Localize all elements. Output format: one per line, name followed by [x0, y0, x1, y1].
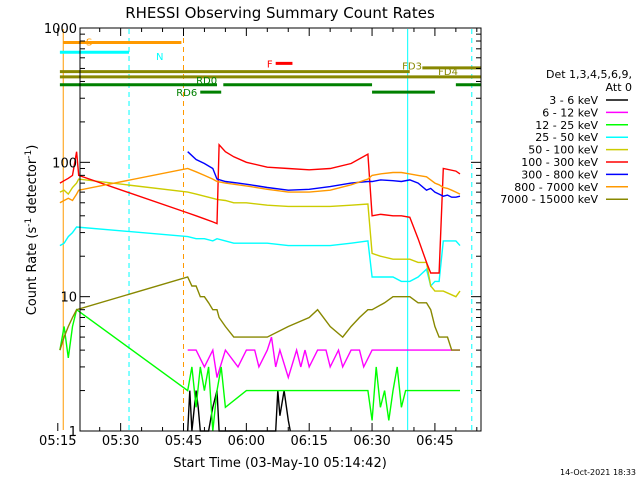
y-axis-label: Count Rate (s-1 detector-1): [24, 145, 40, 316]
series-line-3: [59, 308, 460, 432]
x-tick-label-3: 05:45: [165, 434, 202, 449]
legend-label-8: 800 - 7000 keV: [514, 181, 598, 194]
state-label-s: S: [86, 37, 92, 48]
footer-timestamp: 14-Oct-2021 18:33: [560, 468, 636, 477]
series-line-9: [59, 276, 460, 351]
x-tick-label-1: 05:15: [39, 434, 76, 449]
legend-label-1: 3 - 6 keV: [549, 94, 598, 107]
y-tick-label-2: 10: [60, 291, 77, 306]
y-tick-label-3: 100: [52, 156, 77, 171]
series-line-7: [187, 151, 461, 198]
x-axis-ticks: 05:15 05:30 05:45 06:00 06:15 06:30 06:45: [39, 28, 478, 449]
legend-label-7: 300 - 800 keV: [521, 168, 598, 181]
legend-label-4: 25 - 50 keV: [535, 131, 598, 144]
legend-label-3: 12 - 25 keV: [535, 119, 598, 132]
series-line-2: [187, 336, 460, 380]
legend-label-9: 7000 - 15000 keV: [500, 193, 598, 206]
y-axis-ticks: 1 10 100 1000: [44, 22, 481, 440]
y-tick-label-1: 1: [69, 425, 77, 440]
series-line-8: [59, 167, 461, 204]
y-axis-label-exp-2: -1: [24, 150, 34, 159]
legend-title-line-1: Det 1,3,4,5,6,9,: [546, 68, 632, 81]
legend-label-5: 50 - 100 keV: [528, 144, 598, 157]
state-label-f: F: [267, 59, 273, 70]
legend-label-2: 6 - 12 keV: [542, 106, 598, 119]
plot-frame: [79, 27, 482, 432]
state-label-n: N: [156, 52, 163, 63]
state-label-fd4: FD4: [438, 67, 458, 78]
x-tick-label-5: 06:15: [290, 434, 327, 449]
state-label-rd0: RD0: [196, 76, 217, 87]
state-label-fd3: FD3: [402, 62, 422, 73]
x-tick-label-4: 06:00: [228, 434, 265, 449]
y-axis-label-part-2: detector: [25, 158, 40, 218]
x-tick-label-7: 06:45: [416, 434, 453, 449]
y-tick-label-4: 1000: [44, 22, 77, 37]
y-axis-label-exp-1: -1: [24, 218, 34, 227]
legend-label-6: 100 - 300 keV: [521, 156, 598, 169]
x-tick-label-6: 06:30: [353, 434, 390, 449]
x-axis-label: Start Time (03-May-10 05:14:42): [173, 456, 387, 471]
legend-title-line-2: Att 0: [606, 81, 632, 94]
state-label-rd6: RD6: [176, 88, 197, 99]
series-line-6: [59, 143, 461, 274]
y-axis-label-part-3: ): [25, 145, 40, 150]
chart-title: RHESSI Observing Summary Count Rates: [125, 4, 435, 22]
y-axis-label-part-1: Count Rate (s: [25, 227, 40, 316]
x-tick-label-2: 05:30: [102, 434, 139, 449]
